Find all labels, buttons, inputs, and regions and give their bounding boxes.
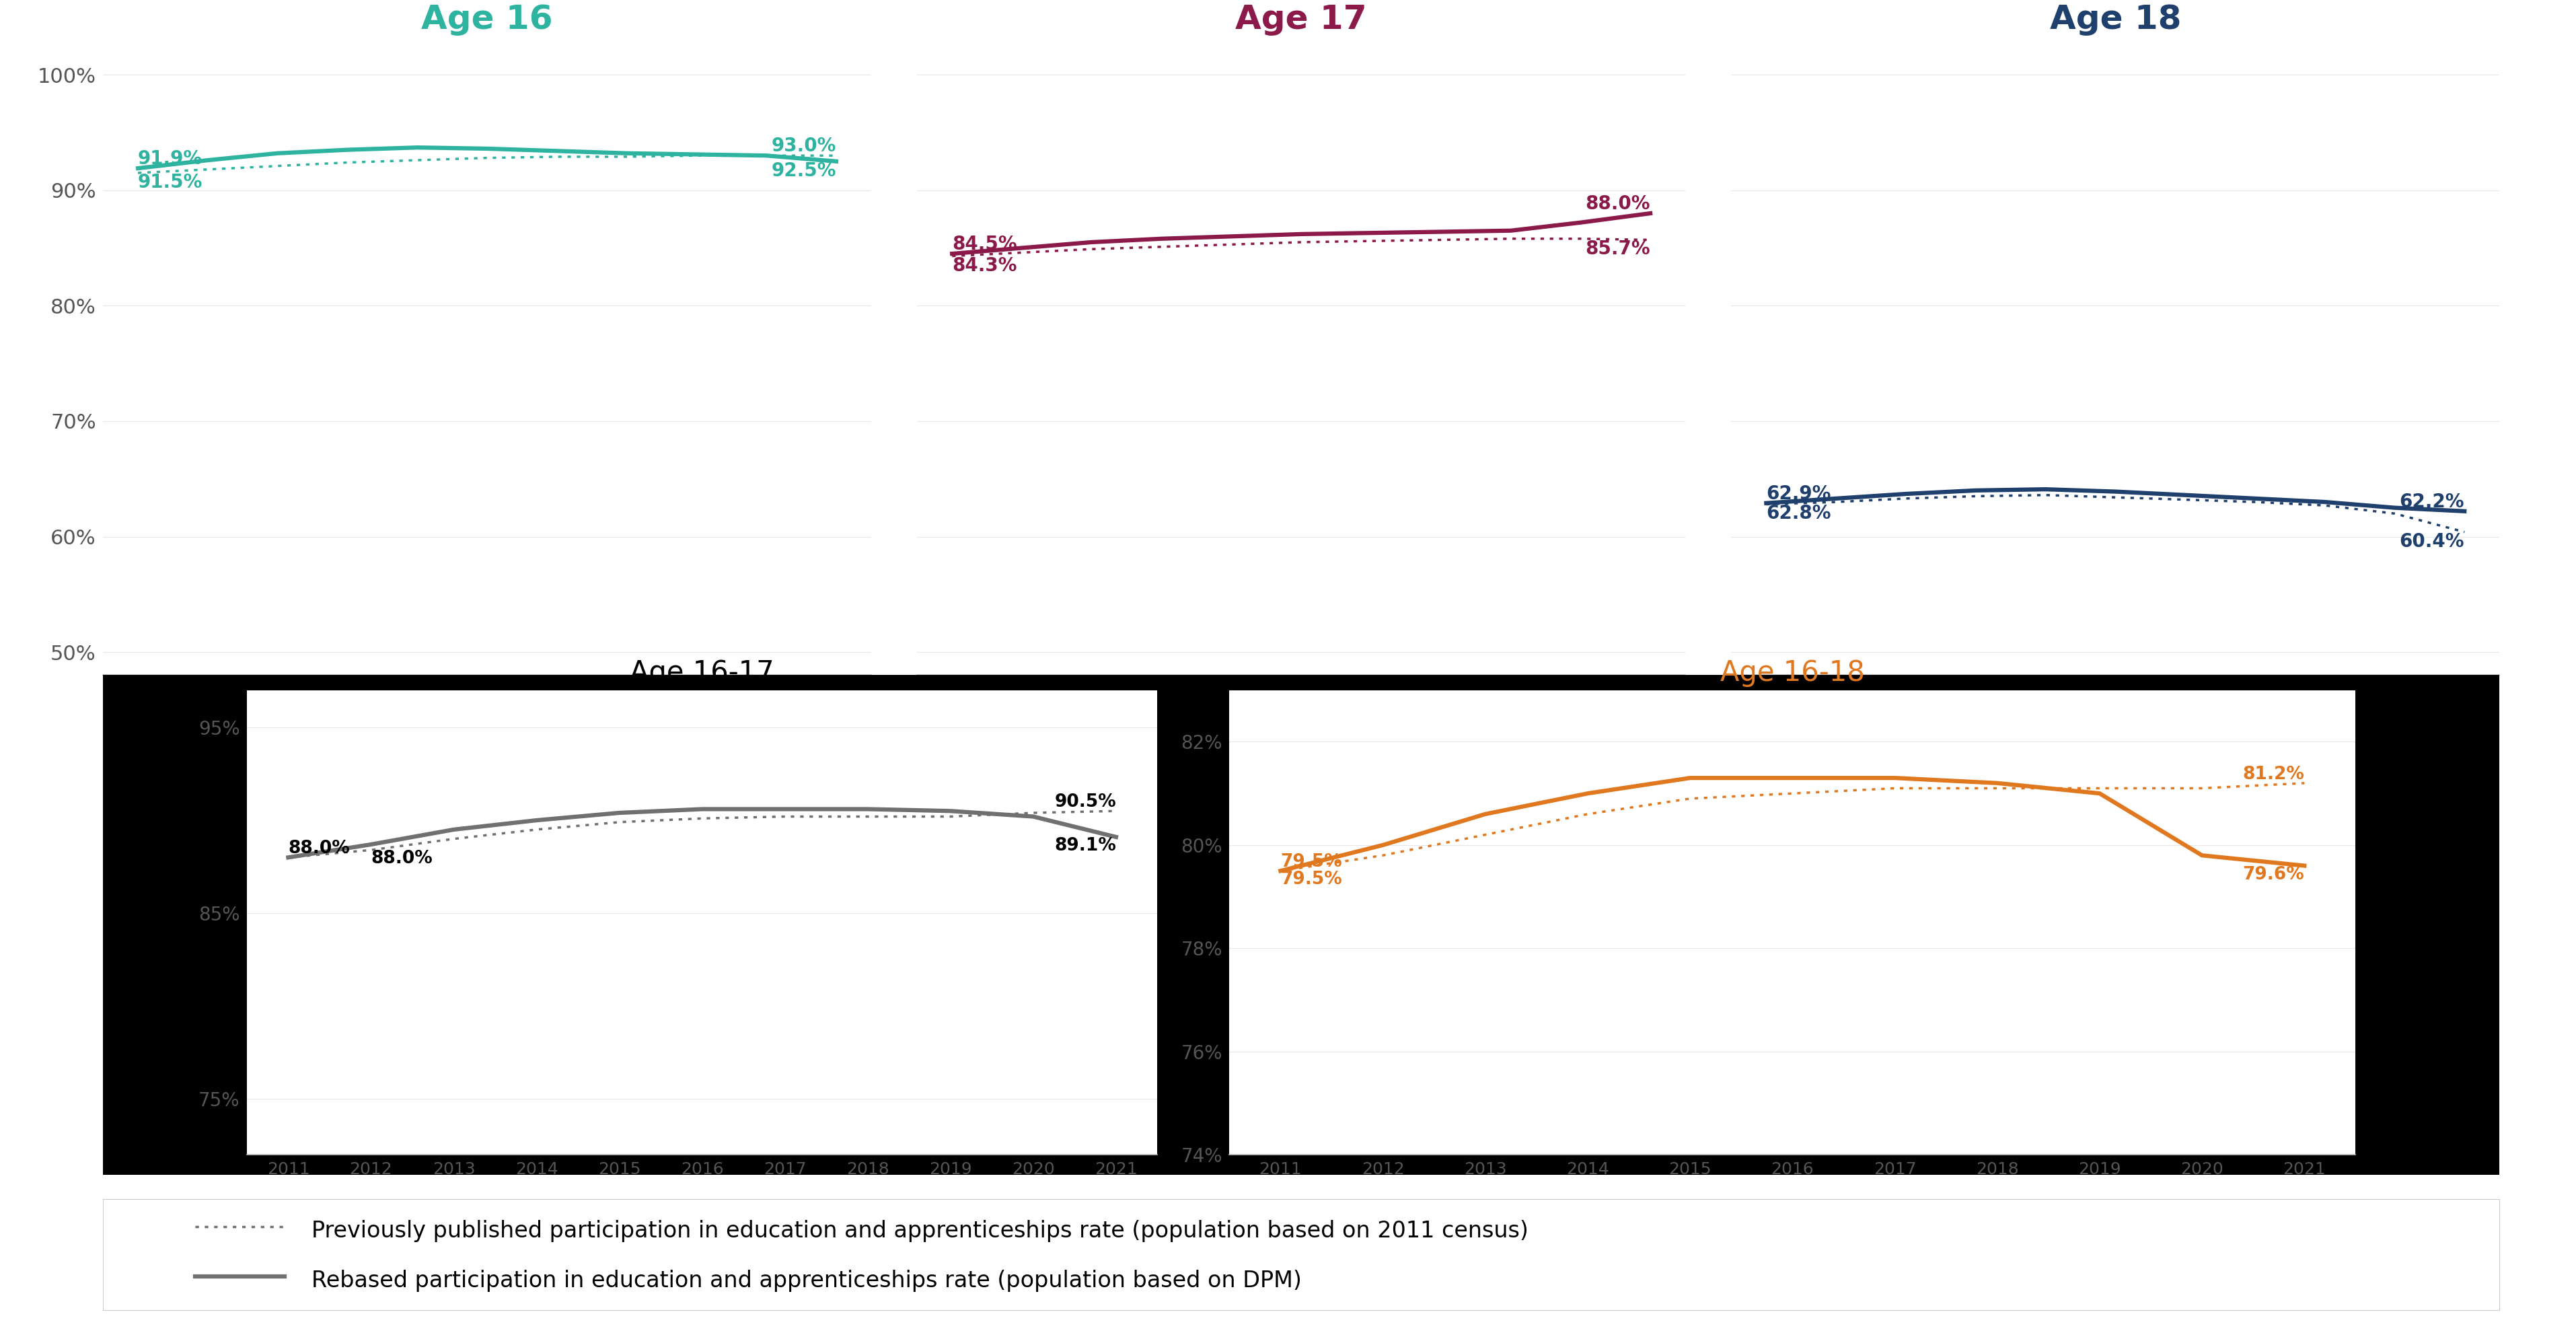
Text: 84.3%: 84.3% [953, 257, 1018, 275]
Text: 93.0%: 93.0% [770, 136, 837, 155]
Text: 89.1%: 89.1% [1054, 837, 1115, 854]
Title: Age 16-18: Age 16-18 [1721, 659, 1865, 687]
Text: 79.5%: 79.5% [1280, 870, 1342, 888]
Title: Age 18: Age 18 [2048, 3, 2179, 36]
Text: 88.0%: 88.0% [371, 850, 433, 868]
Text: 92.5%: 92.5% [770, 162, 837, 180]
Title: Age 16-17: Age 16-17 [629, 659, 775, 687]
Text: 91.9%: 91.9% [139, 150, 204, 168]
Text: 85.7%: 85.7% [1584, 239, 1649, 259]
Text: 62.8%: 62.8% [1765, 504, 1832, 523]
Text: 79.5%: 79.5% [1280, 853, 1342, 870]
Text: 79.6%: 79.6% [2241, 866, 2303, 884]
Text: 88.0%: 88.0% [1584, 194, 1649, 214]
Text: 62.9%: 62.9% [1765, 484, 1832, 503]
Text: 90.5%: 90.5% [1054, 793, 1115, 812]
Text: 91.5%: 91.5% [139, 172, 204, 191]
Text: 84.5%: 84.5% [953, 235, 1018, 254]
Text: 62.2%: 62.2% [2398, 492, 2463, 511]
Text: 88.0%: 88.0% [289, 840, 350, 857]
Title: Age 17: Age 17 [1234, 3, 1368, 36]
Text: 81.2%: 81.2% [2241, 766, 2303, 783]
Title: Age 16: Age 16 [422, 3, 554, 36]
Legend: Previously published participation in education and apprenticeships rate (popula: Previously published participation in ed… [185, 1207, 1538, 1302]
Text: 60.4%: 60.4% [2398, 532, 2463, 551]
